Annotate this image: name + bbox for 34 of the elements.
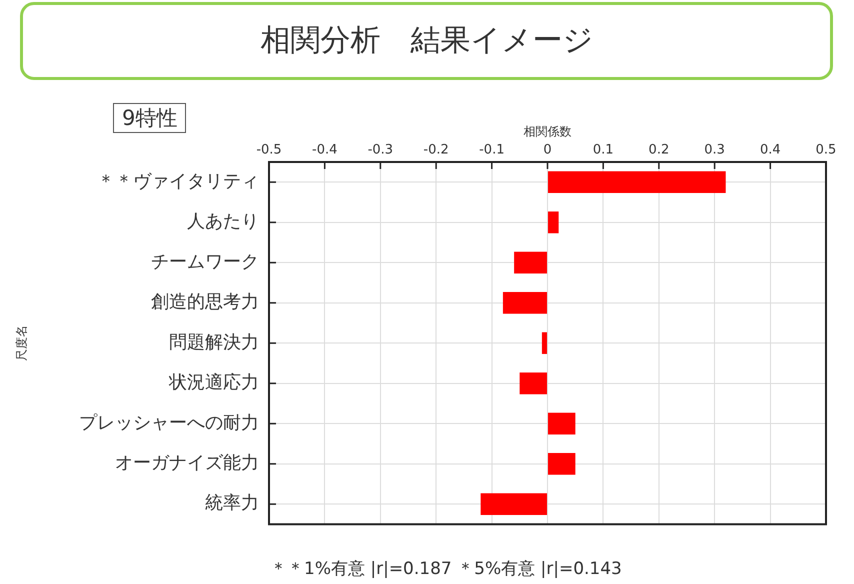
x-tick-label: 0.4 — [760, 142, 781, 158]
x-tick-label: 0.3 — [704, 142, 725, 158]
y-tick-label: 問題解決力 — [169, 332, 259, 353]
bar — [548, 412, 576, 434]
x-tick-label: 0.1 — [592, 142, 614, 158]
x-tick-label: 0.5 — [816, 142, 836, 158]
x-tick-label: -0.1 — [479, 142, 504, 158]
chart-subtitle: 9特性 — [113, 103, 186, 133]
y-tick-label: プレッシャーへの耐力 — [79, 412, 259, 434]
chart-title: 相関分析 結果イメージ — [260, 23, 594, 58]
x-tick-label: -0.4 — [312, 142, 338, 158]
x-tick-label: 0 — [543, 142, 552, 158]
text: ＊＊1%有意 |r|=0.187 ＊5%有意 |r|=0.143 — [270, 558, 622, 580]
x-tick-label: -0.5 — [256, 142, 282, 158]
y-tick-label: 統率力 — [205, 492, 259, 514]
y-tick-label: 人あたり — [187, 211, 259, 232]
bar — [514, 252, 547, 274]
y-tick-label: 状況適応力 — [168, 372, 259, 394]
y-tick-label: オーガナイズ能力 — [115, 452, 259, 474]
y-tick-label: 創造的思考力 — [151, 292, 259, 313]
bar — [548, 452, 576, 475]
bar — [548, 212, 559, 234]
x-axis-title: 相関係数 — [524, 124, 572, 138]
x-tick-label: -0.2 — [423, 142, 449, 158]
bar — [542, 332, 547, 354]
x-tick-label: -0.3 — [368, 142, 394, 158]
bar — [480, 493, 547, 515]
y-axis-title: 尺度名 — [14, 325, 28, 362]
bar — [520, 372, 547, 394]
y-tick-label: チームワーク — [151, 251, 259, 272]
x-tick-label: 0.2 — [648, 142, 670, 158]
bar — [548, 171, 726, 193]
bar — [502, 292, 547, 314]
y-tick-label: ＊＊ヴァイタリティ — [97, 170, 259, 192]
